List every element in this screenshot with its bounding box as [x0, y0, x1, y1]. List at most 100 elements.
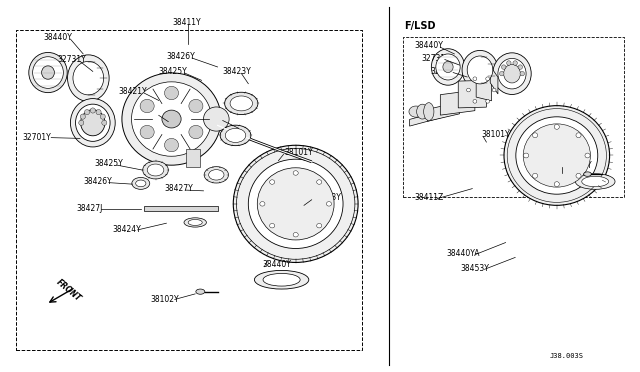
Ellipse shape: [68, 55, 109, 101]
Ellipse shape: [143, 161, 168, 179]
Text: 38440Y: 38440Y: [415, 41, 444, 50]
Ellipse shape: [523, 124, 590, 187]
Ellipse shape: [409, 106, 423, 117]
Ellipse shape: [576, 173, 581, 178]
Ellipse shape: [532, 133, 538, 138]
Ellipse shape: [84, 109, 90, 115]
Ellipse shape: [317, 224, 322, 228]
Ellipse shape: [269, 180, 275, 184]
Ellipse shape: [147, 164, 164, 176]
Text: 38426Y: 38426Y: [166, 52, 195, 61]
Ellipse shape: [518, 65, 522, 69]
Ellipse shape: [204, 167, 228, 183]
Text: 38453Y: 38453Y: [312, 193, 341, 202]
Ellipse shape: [417, 104, 428, 119]
Ellipse shape: [90, 108, 95, 113]
Text: 38440Y: 38440Y: [44, 33, 72, 42]
FancyBboxPatch shape: [186, 149, 200, 167]
Ellipse shape: [122, 73, 221, 165]
Ellipse shape: [80, 114, 85, 119]
Text: 38421Y: 38421Y: [118, 87, 147, 96]
Ellipse shape: [293, 232, 298, 237]
Polygon shape: [476, 76, 492, 101]
Ellipse shape: [234, 145, 358, 263]
Ellipse shape: [140, 125, 154, 139]
Ellipse shape: [326, 202, 332, 206]
Ellipse shape: [582, 176, 609, 187]
Text: 38424Y: 38424Y: [134, 109, 163, 118]
Ellipse shape: [269, 224, 275, 228]
Text: F/LSD: F/LSD: [404, 21, 436, 31]
Ellipse shape: [96, 109, 101, 115]
Ellipse shape: [196, 289, 205, 294]
Text: 38426Y: 38426Y: [83, 177, 112, 186]
Ellipse shape: [100, 114, 106, 119]
Ellipse shape: [473, 99, 477, 103]
Ellipse shape: [263, 273, 300, 286]
Ellipse shape: [585, 153, 590, 158]
Ellipse shape: [473, 77, 477, 81]
Ellipse shape: [81, 110, 105, 136]
Ellipse shape: [524, 153, 529, 158]
Ellipse shape: [76, 104, 110, 141]
Ellipse shape: [29, 52, 67, 93]
Ellipse shape: [504, 64, 520, 83]
Polygon shape: [458, 80, 486, 108]
Text: FRONT: FRONT: [54, 277, 83, 303]
Ellipse shape: [102, 120, 107, 125]
Ellipse shape: [248, 159, 343, 248]
Text: 32731Y: 32731Y: [421, 54, 450, 63]
Ellipse shape: [33, 57, 63, 88]
Ellipse shape: [467, 88, 470, 92]
Ellipse shape: [189, 99, 203, 113]
Polygon shape: [428, 102, 460, 121]
Polygon shape: [410, 108, 451, 126]
Ellipse shape: [492, 88, 496, 92]
Ellipse shape: [317, 180, 322, 184]
Ellipse shape: [513, 61, 517, 65]
Ellipse shape: [70, 99, 115, 147]
Text: 38423Y: 38423Y: [198, 115, 227, 124]
Ellipse shape: [486, 99, 490, 103]
Ellipse shape: [42, 66, 54, 79]
Ellipse shape: [73, 61, 104, 95]
Ellipse shape: [257, 168, 334, 240]
Ellipse shape: [576, 133, 581, 138]
Text: 38102Y: 38102Y: [563, 161, 592, 170]
Ellipse shape: [443, 61, 453, 73]
Ellipse shape: [255, 270, 309, 289]
Ellipse shape: [431, 49, 465, 85]
Ellipse shape: [204, 107, 229, 131]
Text: 38424Y: 38424Y: [112, 225, 141, 234]
Text: 38411Z: 38411Z: [415, 193, 444, 202]
Ellipse shape: [504, 106, 609, 205]
Text: 32701Y: 32701Y: [22, 133, 51, 142]
Text: 38411Y: 38411Y: [173, 18, 202, 27]
Text: 38101Y: 38101Y: [481, 130, 510, 139]
Text: 38427J: 38427J: [77, 204, 103, 213]
Ellipse shape: [436, 54, 460, 80]
Ellipse shape: [499, 71, 504, 76]
Ellipse shape: [209, 170, 224, 180]
Ellipse shape: [220, 125, 251, 145]
Ellipse shape: [260, 202, 265, 206]
Ellipse shape: [532, 173, 538, 178]
Text: 38425Y: 38425Y: [159, 67, 188, 76]
Text: J38.003S: J38.003S: [549, 353, 583, 359]
Ellipse shape: [79, 120, 84, 125]
Ellipse shape: [507, 61, 511, 65]
Ellipse shape: [164, 86, 179, 100]
Ellipse shape: [225, 92, 258, 115]
Polygon shape: [490, 66, 498, 94]
Text: 38453Y: 38453Y: [461, 264, 490, 273]
Text: 38423Y: 38423Y: [223, 67, 252, 76]
Ellipse shape: [462, 50, 498, 89]
Ellipse shape: [493, 53, 531, 94]
Ellipse shape: [575, 174, 615, 189]
Ellipse shape: [189, 125, 203, 139]
Ellipse shape: [132, 82, 211, 156]
Ellipse shape: [516, 117, 598, 194]
Ellipse shape: [502, 65, 506, 69]
Ellipse shape: [520, 71, 525, 76]
Ellipse shape: [467, 56, 493, 84]
